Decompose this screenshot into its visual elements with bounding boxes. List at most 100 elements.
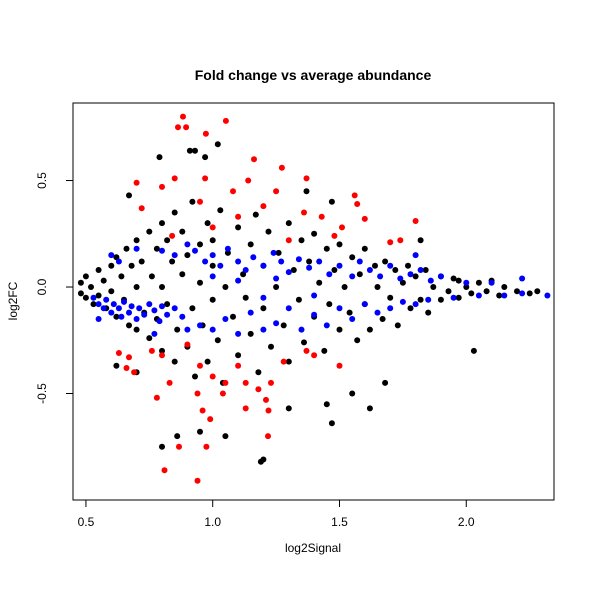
data-point [82, 273, 89, 280]
data-point [311, 230, 318, 237]
data-point [301, 209, 307, 216]
data-point [407, 271, 414, 278]
data-point [496, 292, 503, 299]
data-point [90, 294, 97, 301]
data-point [171, 358, 178, 365]
data-point [273, 275, 280, 282]
data-point [235, 277, 242, 284]
data-point [295, 256, 302, 263]
data-point [126, 192, 132, 199]
data-point [179, 313, 186, 320]
data-point [387, 305, 394, 312]
data-point [184, 326, 191, 333]
data-point [100, 277, 107, 284]
data-point [153, 245, 160, 252]
data-point [270, 249, 277, 256]
data-point [115, 350, 122, 356]
data-point [430, 284, 437, 290]
data-point [202, 130, 209, 137]
data-point [260, 305, 267, 312]
data-point [164, 311, 171, 318]
data-point [242, 294, 249, 301]
data-point [192, 247, 198, 254]
data-point [311, 292, 318, 299]
data-point [197, 362, 203, 369]
data-point [235, 213, 242, 220]
data-point [197, 322, 203, 329]
data-point [349, 254, 356, 261]
data-point [285, 358, 292, 365]
data-point [351, 192, 358, 199]
data-point [417, 267, 424, 273]
data-point [412, 301, 419, 308]
data-point [366, 326, 373, 333]
data-point [202, 154, 209, 161]
data-point [197, 241, 203, 248]
plot-frame [72, 102, 555, 501]
data-point [146, 335, 153, 342]
data-point [174, 326, 181, 333]
data-point [113, 362, 120, 369]
data-point [235, 224, 242, 231]
data-point [235, 258, 242, 265]
data-point [224, 249, 231, 256]
data-point [222, 379, 229, 386]
y-axis-label: log2FC [6, 281, 20, 320]
x-tick-label: 2.0 [458, 515, 475, 529]
data-point [138, 258, 145, 265]
data-point [316, 279, 323, 286]
data-point [417, 237, 424, 244]
data-point [202, 175, 209, 182]
x-tick-label: 0.5 [78, 515, 95, 529]
data-point [247, 330, 254, 337]
data-point [323, 245, 330, 252]
data-point [95, 292, 102, 299]
data-point [123, 245, 130, 252]
data-point [387, 262, 394, 269]
data-point [399, 279, 406, 286]
data-point [290, 267, 297, 273]
data-point [412, 252, 419, 259]
x-tick-label: 1.0 [204, 515, 221, 529]
data-point [316, 258, 323, 265]
data-point [209, 252, 216, 259]
data-point [209, 373, 216, 380]
data-point [399, 298, 406, 305]
data-point [273, 188, 280, 195]
data-point [136, 305, 143, 312]
data-point [321, 347, 328, 354]
data-point [265, 407, 272, 414]
data-point [382, 258, 389, 265]
data-point [230, 188, 236, 195]
data-point [138, 205, 145, 212]
data-point [159, 352, 165, 359]
data-point [82, 294, 89, 301]
data-point [278, 164, 285, 171]
data-point [260, 294, 267, 301]
data-point [251, 156, 257, 163]
plot-points [77, 113, 551, 484]
data-point [175, 124, 181, 131]
data-point [222, 433, 229, 440]
data-point [141, 311, 148, 318]
data-point [265, 228, 272, 235]
data-point [349, 273, 356, 280]
data-point [394, 322, 401, 329]
data-point [194, 477, 201, 484]
data-point [203, 443, 210, 450]
data-point [280, 322, 287, 329]
data-point [285, 269, 292, 276]
data-point [219, 390, 226, 397]
data-point [301, 339, 307, 346]
data-point [356, 271, 363, 278]
data-point [514, 288, 520, 295]
data-point [161, 467, 168, 474]
data-point [298, 326, 305, 333]
data-point [336, 262, 343, 269]
data-point [265, 433, 271, 440]
data-point [475, 292, 482, 299]
data-point [339, 224, 345, 231]
data-point [123, 365, 130, 371]
data-point [214, 141, 221, 148]
